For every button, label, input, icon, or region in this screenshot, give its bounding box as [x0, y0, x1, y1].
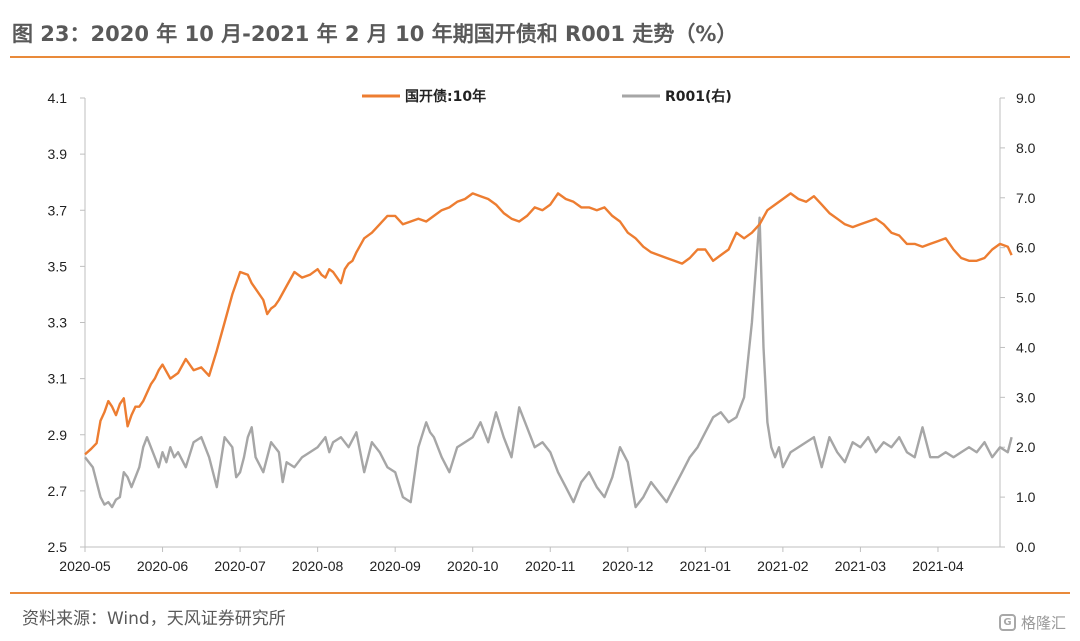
right-tick-label: 5.0	[1016, 290, 1036, 306]
right-tick-label: 9.0	[1016, 90, 1036, 106]
left-tick-label: 2.9	[48, 427, 68, 443]
x-tick-label: 2020-08	[292, 558, 344, 574]
x-tick-label: 2020-09	[369, 558, 421, 574]
header-divider	[10, 56, 1070, 58]
left-tick-label: 2.5	[48, 539, 68, 555]
x-tick-label: 2020-11	[525, 558, 576, 574]
left-tick-label: 4.1	[48, 90, 68, 106]
left-tick-label: 3.7	[48, 202, 68, 218]
left-tick-label: 3.9	[48, 146, 68, 162]
right-tick-label: 2.0	[1016, 439, 1036, 455]
x-tick-label: 2020-12	[602, 558, 654, 574]
chart-title: 图 23：2020 年 10 月-2021 年 2 月 10 年期国开债和 R0…	[12, 22, 738, 46]
watermark-logo-icon: G	[998, 614, 1016, 631]
series-lines	[84, 192, 1013, 509]
line-chart: 4.1 3.9 3.7 3.5 3.3 3.1 2.9 2.7 2.5 9.0 8.0 7.0 6.0…	[48, 88, 1036, 574]
left-tick-label: 3.5	[48, 258, 68, 274]
x-tick-label: 2021-03	[835, 558, 887, 574]
series-line-cdb-10y	[84, 192, 1013, 456]
x-tick-label: 2021-01	[680, 558, 732, 574]
legend-label: 国开债:10年	[405, 88, 486, 105]
x-tick-label: 2020-05	[59, 558, 111, 574]
right-tick-label: 0.0	[1016, 539, 1036, 555]
right-tick-label: 1.0	[1016, 489, 1036, 505]
left-y-axis: 4.1 3.9 3.7 3.5 3.3 3.1 2.9 2.7 2.5	[48, 90, 85, 555]
x-axis: 2020-05 2020-06 2020-07 2020-08 2020-09 2020-…	[59, 547, 964, 574]
x-tick-label: 2021-02	[757, 558, 809, 574]
series-line-r001	[84, 216, 1013, 509]
x-tick-label: 2021-04	[912, 558, 964, 574]
x-tick-label: 2020-07	[214, 558, 266, 574]
left-tick-label: 3.1	[48, 371, 68, 387]
right-tick-label: 7.0	[1016, 190, 1036, 206]
watermark: G 格隆汇	[998, 612, 1066, 633]
legend-label: R001(右)	[665, 88, 732, 105]
footer-divider	[10, 592, 1070, 594]
x-tick-label: 2020-06	[137, 558, 189, 574]
right-tick-label: 6.0	[1016, 240, 1036, 256]
left-tick-label: 2.7	[48, 483, 68, 499]
left-tick-label: 3.3	[48, 315, 68, 331]
chart-grid	[84, 98, 1001, 548]
x-tick-label: 2020-10	[447, 558, 499, 574]
right-y-axis: 9.0 8.0 7.0 6.0 5.0 4.0 3.0 2.0 1.0 0.0	[1000, 90, 1036, 555]
source-note: 资料来源：Wind，天风证券研究所	[22, 609, 286, 629]
chart-legend: 国开债:10年 R001(右)	[362, 88, 732, 105]
watermark-text: 格隆汇	[1020, 614, 1066, 632]
right-tick-label: 8.0	[1016, 140, 1036, 156]
right-tick-label: 3.0	[1016, 389, 1036, 405]
right-tick-label: 4.0	[1016, 339, 1036, 355]
